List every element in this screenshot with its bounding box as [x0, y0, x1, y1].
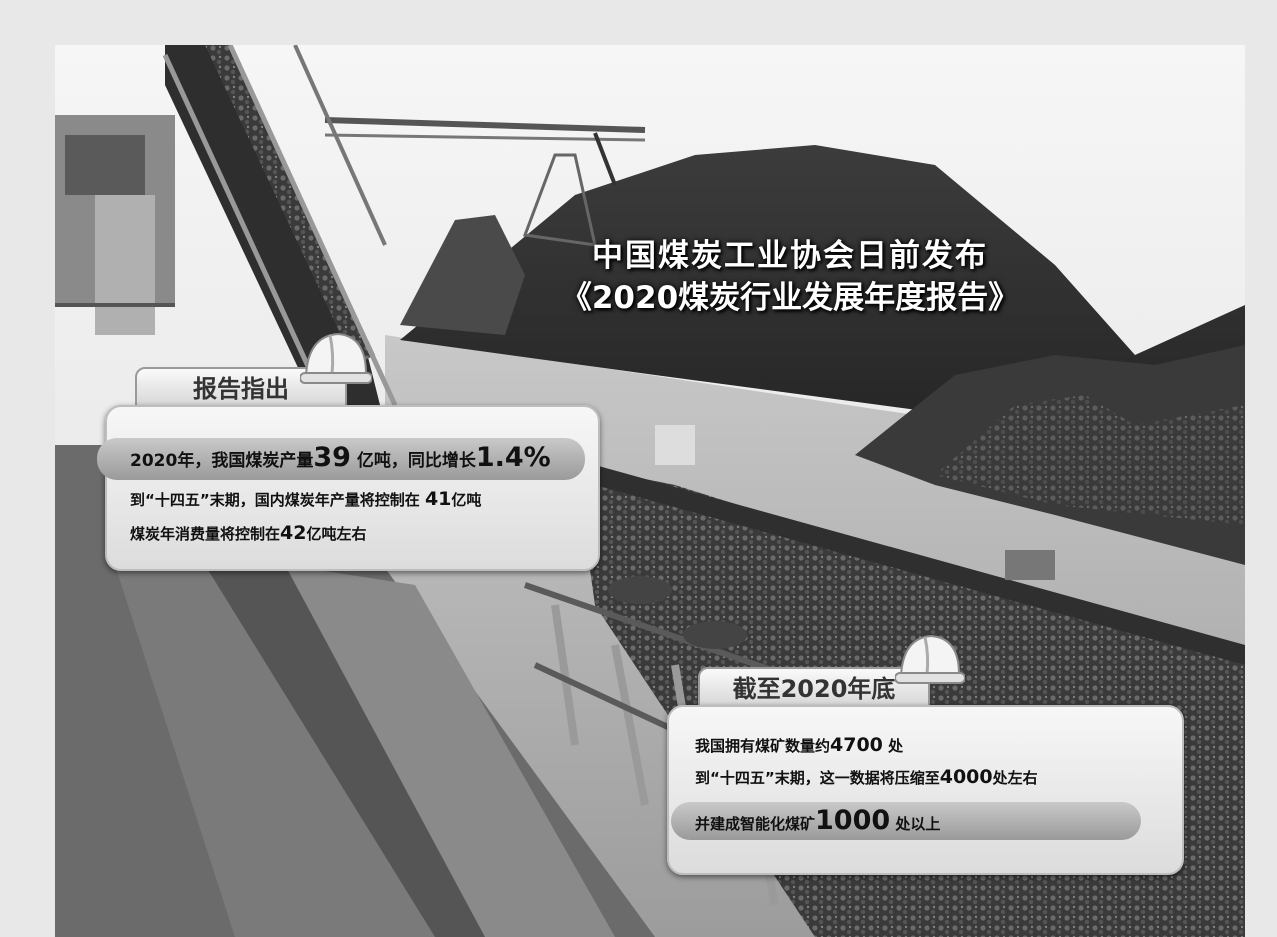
end2020-line1: 我国拥有煤矿数量约4700 处: [695, 734, 904, 756]
report-line2: 到“十四五”末期，国内煤炭年产量将控制在 41亿吨: [130, 488, 482, 510]
hard-hat-icon: [300, 332, 372, 384]
end2020-panel: [667, 705, 1184, 875]
headline-line1: 中国煤炭工业协会日前发布: [592, 238, 988, 274]
report-line1: 2020年，我国煤炭产量39 亿吨，同比增长1.4%: [130, 442, 551, 473]
report-line3: 煤炭年消费量将控制在42亿吨左右: [130, 522, 367, 544]
end2020-highlight-bar: [671, 802, 1141, 840]
end2020-line3: 并建成智能化煤矿1000 处以上: [695, 805, 941, 836]
end2020-line2: 到“十四五”末期，这一数据将压缩至4000处左右: [695, 766, 1038, 788]
report-highlight-bar: [97, 438, 585, 480]
report-panel: [105, 405, 600, 571]
coal-yard-photo: 中国煤炭工业协会日前发布 《2020煤炭行业发展年度报告》 报告指出 2020年…: [55, 45, 1245, 937]
headline-line2: 《2020煤炭行业发展年度报告》: [560, 280, 1020, 316]
end2020-tab: 截至2020年底: [698, 667, 930, 711]
headline: 中国煤炭工业协会日前发布 《2020煤炭行业发展年度报告》: [555, 235, 1025, 319]
hard-hat-icon: [895, 634, 965, 684]
